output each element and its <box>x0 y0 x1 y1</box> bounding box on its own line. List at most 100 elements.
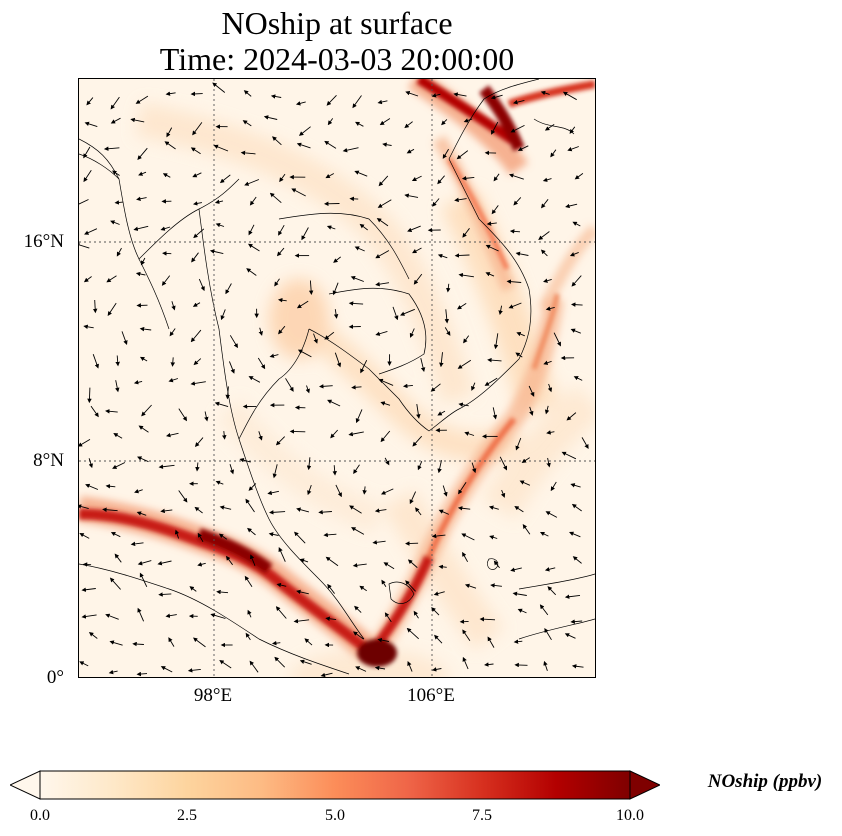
wind-arrow-icon <box>351 385 362 390</box>
concentration-haze <box>135 102 595 677</box>
wind-arrow-icon <box>218 533 228 540</box>
wind-arrow-icon <box>437 253 448 259</box>
wind-arrow-icon <box>569 251 579 257</box>
wind-arrow-icon <box>442 485 448 497</box>
wind-arrow-icon <box>513 99 525 105</box>
wind-arrow-icon <box>301 227 309 241</box>
wind-arrow-icon <box>247 609 252 618</box>
wind-arrow-icon <box>212 82 226 93</box>
wind-arrow-icon <box>79 504 89 510</box>
wind-arrow-icon <box>379 118 391 126</box>
wind-arrow-icon <box>298 126 311 136</box>
wind-arrow-icon <box>487 636 495 648</box>
wind-arrow-icon <box>166 432 179 438</box>
wind-arrow-icon <box>158 464 175 469</box>
wind-arrow-icon <box>190 381 206 386</box>
wind-arrow-icon <box>489 535 498 540</box>
wind-arrow-icon <box>114 553 122 563</box>
concentration-map <box>79 79 595 677</box>
wind-arrow-icon <box>326 225 336 230</box>
wind-arrow-icon <box>108 669 118 675</box>
wind-arrow-icon <box>413 610 419 619</box>
lat-label-8n: 8°N <box>33 450 64 471</box>
gridlines <box>79 79 595 677</box>
wind-arrow-icon <box>349 505 362 514</box>
wind-arrow-icon <box>219 505 232 510</box>
wind-arrow-icon <box>285 378 294 392</box>
wind-arrow-icon <box>168 377 179 383</box>
wind-arrow-icon <box>572 221 581 227</box>
wind-arrow-icon <box>550 481 557 492</box>
wind-arrow-icon <box>165 613 177 618</box>
wind-arrow-icon <box>275 606 287 619</box>
wind-arrow-icon <box>565 203 578 209</box>
wind-arrow-icon <box>79 533 90 539</box>
wind-arrow-icon <box>192 637 206 648</box>
wind-arrow-icon <box>325 616 337 621</box>
wind-arrow-icon <box>348 301 364 306</box>
wind-arrow-icon <box>521 457 530 463</box>
wind-arrow-icon <box>383 562 395 570</box>
wind-arrow-icon <box>330 429 339 439</box>
wind-arrow-icon <box>136 671 148 677</box>
wind-arrow-icon <box>110 96 120 110</box>
wind-arrow-icon <box>197 562 206 567</box>
wind-arrow-icon <box>228 361 235 374</box>
wind-arrow-icon <box>541 199 549 209</box>
wind-arrow-icon <box>160 666 173 673</box>
wind-arrow-icon <box>546 430 555 435</box>
wind-arrow-icon <box>88 458 93 469</box>
wind-arrow-icon <box>166 127 173 138</box>
wind-arrow-icon <box>540 249 548 257</box>
wind-arrow-icon <box>219 174 231 184</box>
wind-arrow-icon <box>506 279 522 284</box>
wind-arrow-icon <box>441 119 448 126</box>
wind-arrow-icon <box>135 271 146 277</box>
wind-arrow-icon <box>464 431 475 436</box>
wind-arrow-icon <box>581 437 589 449</box>
lon-label-106e: 106°E <box>407 685 455 706</box>
wind-arrow-icon <box>270 94 282 99</box>
wind-arrow-icon <box>239 458 251 463</box>
wind-arrow-icon <box>276 582 287 588</box>
wind-arrow-icon <box>216 589 229 595</box>
wind-arrow-icon <box>484 377 498 386</box>
wind-arrow-icon <box>168 637 175 647</box>
wind-arrow-icon <box>411 175 422 182</box>
wind-arrow-icon <box>406 148 415 154</box>
wind-arrow-icon <box>138 171 147 176</box>
wind-arrow-icon <box>430 383 441 392</box>
wind-arrow-icon <box>225 386 230 400</box>
map-time-subtitle: Time: 2024-03-03 20:00:00 <box>159 41 515 77</box>
wind-arrow-icon <box>242 120 252 127</box>
wind-arrow-icon <box>378 378 394 386</box>
wind-arrow-icon <box>381 579 387 587</box>
wind-arrow-icon <box>513 197 522 206</box>
wind-arrow-icon <box>274 278 280 287</box>
wind-arrow-icon <box>324 140 337 149</box>
wind-arrow-icon <box>407 661 413 672</box>
wind-arrow-icon <box>88 632 98 639</box>
wind-arrow-icon <box>431 533 446 539</box>
wind-arrow-icon <box>278 547 286 562</box>
wind-arrow-icon <box>543 660 548 671</box>
wind-arrow-icon <box>79 242 90 249</box>
colorbar <box>10 770 660 800</box>
wind-arrow-icon <box>325 173 335 179</box>
wind-arrow-icon <box>485 244 499 252</box>
wind-arrow-icon <box>431 93 441 98</box>
wind-arrow-icon <box>137 456 149 463</box>
wind-arrow-icon <box>382 142 392 147</box>
wind-arrow-icon <box>571 664 584 669</box>
wind-arrow-icon <box>296 589 309 595</box>
wind-arrow-icon <box>157 560 172 566</box>
wind-arrow-icon <box>453 92 467 97</box>
wind-arrow-icon <box>103 146 120 151</box>
wind-arrow-icon <box>529 406 534 416</box>
wind-arrow-icon <box>431 667 442 672</box>
colorbar-tick-0: 0.0 <box>30 807 50 824</box>
wind-arrow-icon <box>444 327 451 336</box>
wind-arrow-icon <box>437 175 445 185</box>
wind-arrow-icon <box>515 437 522 451</box>
wind-arrow-icon <box>571 275 582 287</box>
